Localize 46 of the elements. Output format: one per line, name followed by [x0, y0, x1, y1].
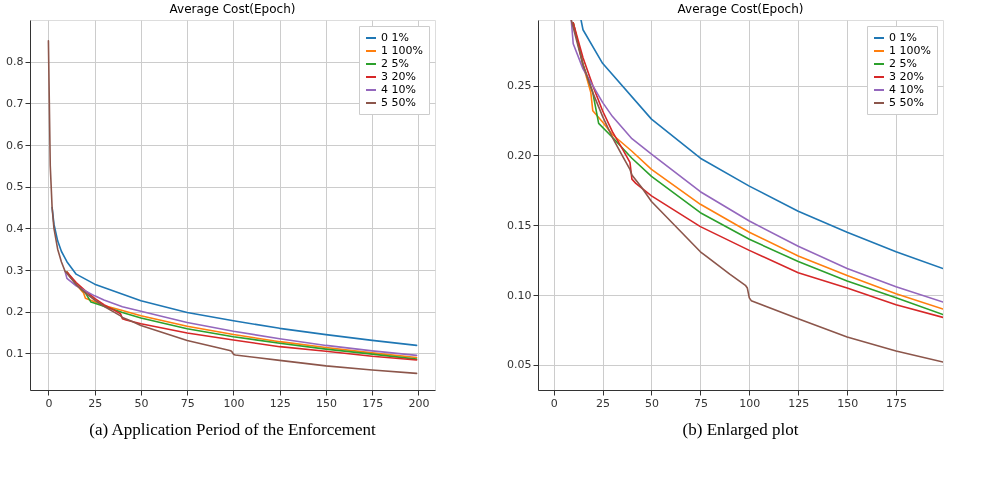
x-tick-label: 75	[693, 396, 708, 410]
y-tick-label: 0.3	[6, 263, 24, 277]
y-tick-label: 0.6	[6, 138, 24, 152]
x-tick-label: 50	[134, 396, 149, 410]
legend-label: 2 5%	[381, 57, 409, 70]
x-tick-label: 50	[644, 396, 659, 410]
y-tick-label: 0.1	[6, 346, 24, 360]
x-tick-label: 125	[788, 396, 810, 410]
x-tick-label: 100	[739, 396, 761, 410]
y-tick-label: 0.20	[507, 148, 532, 162]
legend-label: 3 20%	[889, 70, 924, 83]
x-tick-label: 25	[596, 396, 611, 410]
y-tick-label: 0.05	[507, 358, 532, 372]
text: (b) Enlarged plot	[682, 420, 799, 439]
y-tick-label: 0.7	[6, 96, 24, 110]
legend-label: 0 1%	[381, 31, 409, 44]
x-tick-label: 150	[837, 396, 859, 410]
x-tick-label: 125	[269, 396, 291, 410]
x-tick-label: 175	[362, 396, 384, 410]
y-tick-label: 0.2	[6, 305, 24, 319]
y-tick-label: 0.4	[6, 221, 24, 235]
x-tick-label: 25	[88, 396, 103, 410]
x-tick-label: 0	[45, 396, 53, 410]
legend-label: 1 100%	[381, 44, 423, 57]
chart-title: Average Cost(Epoch)	[677, 2, 804, 16]
y-tick-label: 0.25	[507, 79, 532, 93]
x-tick-label: 0	[550, 396, 558, 410]
x-tick-label: 100	[223, 396, 245, 410]
legend-label: 0 1%	[889, 31, 917, 44]
legend-label: 5 50%	[889, 96, 924, 109]
legend-label: 4 10%	[381, 83, 416, 96]
legend-label: 3 20%	[381, 70, 416, 83]
chart-title: Average Cost(Epoch)	[169, 2, 296, 16]
x-tick-label: 75	[180, 396, 195, 410]
x-tick-label: 200	[408, 396, 430, 410]
legend-label: 2 5%	[889, 57, 917, 70]
y-tick-label: 0.5	[6, 180, 24, 194]
y-tick-label: 0.8	[6, 55, 24, 69]
x-tick-label: 175	[886, 396, 908, 410]
text: (a) Application Period of the Enforcement	[89, 420, 377, 439]
y-tick-label: 0.10	[507, 288, 532, 302]
x-tick-label: 150	[315, 396, 337, 410]
legend-label: 1 100%	[889, 44, 931, 57]
y-tick-label: 0.15	[507, 218, 532, 232]
legend-label: 5 50%	[381, 96, 416, 109]
legend-label: 4 10%	[889, 83, 924, 96]
